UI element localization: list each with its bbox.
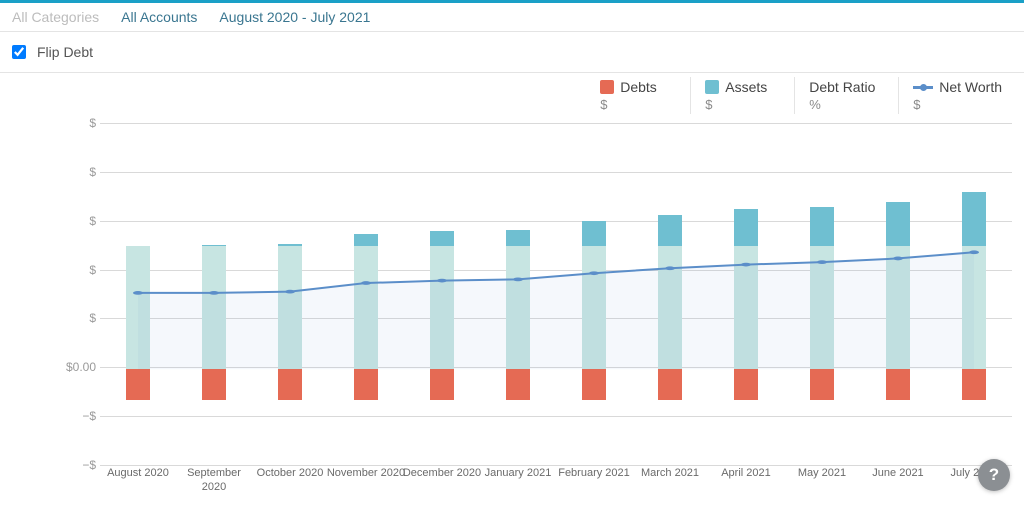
y-axis-label: $: [16, 214, 96, 228]
legend-debtratio[interactable]: Debt Ratio %: [794, 77, 898, 114]
x-axis-label: November 2020: [326, 465, 406, 481]
legend: Debts $ Assets $ Debt Ratio % Net Worth …: [586, 77, 1016, 114]
y-axis-label: $: [16, 311, 96, 325]
filter-categories[interactable]: All Categories: [12, 9, 99, 25]
x-axis-label: January 2021: [478, 465, 558, 481]
legend-debtratio-value: %: [809, 97, 884, 112]
legend-debts-value: $: [600, 97, 676, 112]
y-axis-label: $0.00: [16, 360, 96, 374]
x-axis-label: June 2021: [858, 465, 938, 481]
help-button[interactable]: ?: [978, 459, 1010, 491]
y-axis-label: $: [16, 165, 96, 179]
x-axis-label: September 2020: [174, 465, 254, 495]
help-icon: ?: [989, 465, 999, 485]
x-axis-label: August 2020: [98, 465, 178, 481]
x-axis-label: February 2021: [554, 465, 634, 481]
legend-debts[interactable]: Debts $: [586, 77, 690, 114]
legend-debts-label: Debts: [620, 79, 657, 95]
chart-area: Debts $ Assets $ Debt Ratio % Net Worth …: [0, 73, 1024, 501]
legend-assets[interactable]: Assets $: [690, 77, 794, 114]
x-axis-label: March 2021: [630, 465, 710, 481]
x-axis-label: April 2021: [706, 465, 786, 481]
y-axis-label: $: [16, 116, 96, 130]
y-axis-label: $: [16, 263, 96, 277]
flip-debt-row: Flip Debt: [0, 32, 1024, 73]
legend-networth-label: Net Worth: [939, 79, 1002, 95]
y-axis-label: −$: [16, 409, 96, 423]
swatch-assets-icon: [705, 80, 719, 94]
y-axis-label: −$: [16, 458, 96, 472]
filter-accounts[interactable]: All Accounts: [121, 9, 197, 25]
flip-debt-label[interactable]: Flip Debt: [37, 44, 93, 60]
legend-networth[interactable]: Net Worth $: [898, 77, 1016, 114]
legend-assets-label: Assets: [725, 79, 767, 95]
x-axis-label: May 2021: [782, 465, 862, 481]
flip-debt-checkbox[interactable]: [12, 45, 26, 59]
swatch-debts-icon: [600, 80, 614, 94]
swatch-networth-icon: [913, 86, 933, 89]
filter-daterange[interactable]: August 2020 - July 2021: [219, 9, 370, 25]
legend-assets-value: $: [705, 97, 780, 112]
legend-networth-value: $: [913, 97, 1002, 112]
x-axis-label: December 2020: [402, 465, 482, 481]
x-axis-label: October 2020: [250, 465, 330, 481]
chart-plot: $$$$$$0.00−$−$August 2020September 2020O…: [100, 123, 1012, 465]
legend-debtratio-label: Debt Ratio: [809, 79, 875, 95]
filter-bar: All Categories All Accounts August 2020 …: [0, 3, 1024, 32]
networth-overlay: [100, 123, 1012, 465]
